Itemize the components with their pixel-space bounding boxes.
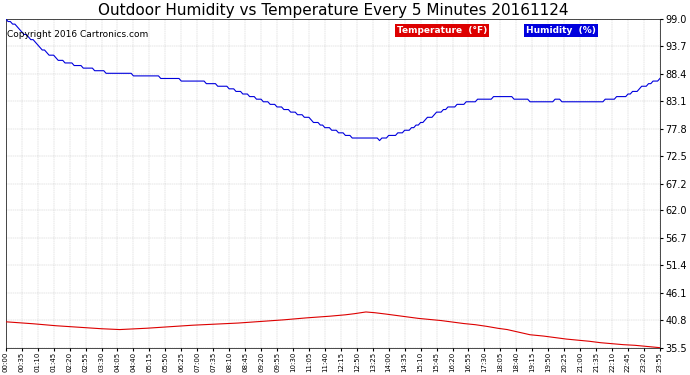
Text: Temperature  (°F): Temperature (°F)	[397, 26, 487, 35]
Text: Humidity  (%): Humidity (%)	[526, 26, 595, 35]
Title: Outdoor Humidity vs Temperature Every 5 Minutes 20161124: Outdoor Humidity vs Temperature Every 5 …	[97, 3, 568, 18]
Text: Copyright 2016 Cartronics.com: Copyright 2016 Cartronics.com	[7, 30, 148, 39]
